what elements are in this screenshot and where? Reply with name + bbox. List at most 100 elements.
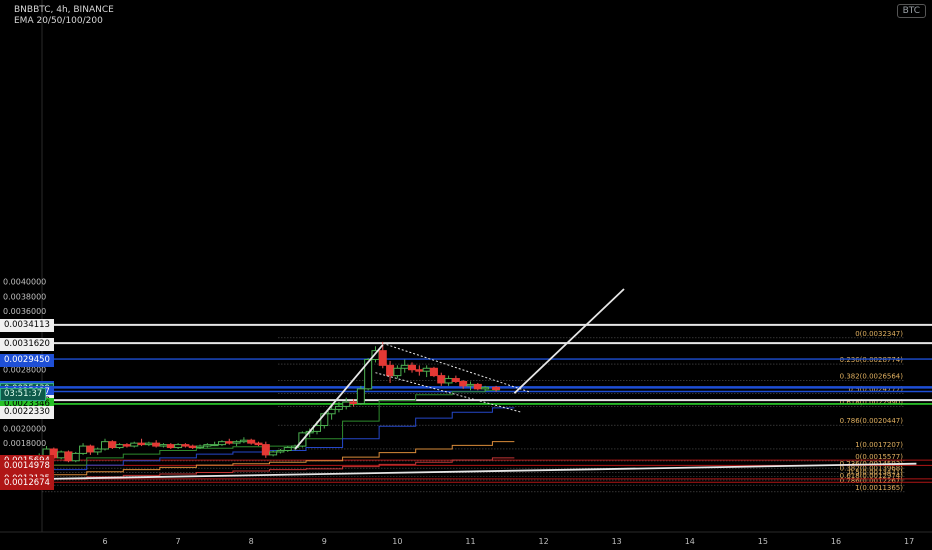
x-tick-label: 6 (102, 537, 107, 546)
candle-bear (459, 380, 468, 389)
fib-upper-label: 0.786(0.0020447) (840, 417, 904, 425)
channel-line (375, 372, 522, 413)
fib-upper-label: 0.382(0.0026564) (840, 372, 904, 380)
candle-body (203, 444, 212, 447)
symbol-button[interactable]: BTC (896, 4, 926, 18)
y-tick-label: 0.0038000 (3, 292, 46, 301)
candle-body (276, 449, 285, 453)
x-tick-label: 15 (758, 537, 768, 546)
candle-bear (247, 438, 256, 445)
candle-body (283, 447, 292, 451)
x-tick-label: 8 (249, 537, 254, 546)
candle-body (254, 442, 263, 446)
candle-body (400, 364, 409, 369)
candle-body (86, 445, 95, 453)
candle-bull (481, 385, 490, 392)
candle-body (144, 442, 153, 446)
candle-bear (108, 440, 117, 450)
candle-body (393, 367, 402, 377)
chart-header: BNBBTC, 4h, BINANCE EMA 20/50/100/200 (14, 5, 114, 27)
candle-bull (232, 440, 241, 447)
y-tick-label: 0.0018000 (3, 439, 46, 448)
price-tag: 0.0031620 (0, 337, 54, 351)
candle-body (342, 401, 351, 407)
fib-lower-label: 0.5(0.0013471) (849, 468, 904, 476)
candle-body (422, 367, 431, 372)
candle-body (137, 442, 146, 446)
y-tick-label: 0.0028000 (3, 366, 46, 375)
candle-body (459, 380, 468, 387)
candle-body (108, 441, 117, 449)
candle-body (174, 444, 183, 449)
candle-bull (210, 441, 219, 447)
candle-body (269, 451, 278, 456)
price-tag: 0.0029450 (0, 353, 54, 367)
price-tag: 0.0014978 (0, 459, 54, 473)
candle-body (349, 401, 358, 405)
candle-body (364, 358, 373, 390)
candle-bear (261, 441, 270, 458)
x-tick-label: 10 (392, 537, 402, 546)
x-tick-label: 12 (539, 537, 549, 546)
candle-body (444, 378, 453, 384)
trend-line (294, 344, 384, 450)
y-tick-label: 0.0036000 (3, 307, 46, 316)
candle-bull (269, 450, 278, 457)
candle-body (217, 441, 226, 446)
candle-bull (196, 444, 205, 450)
x-tick-label: 7 (176, 537, 181, 546)
candle-bear (492, 385, 501, 392)
ema-line (31, 441, 515, 479)
candle-body (232, 441, 241, 444)
candle-body (225, 441, 234, 444)
fib-upper-label: 0.5(0.0024777) (849, 385, 904, 393)
candle-body (159, 444, 168, 447)
candle-bear (473, 382, 482, 391)
candle-bear (64, 450, 73, 463)
candle-bull (342, 397, 351, 410)
candle-body (429, 367, 438, 377)
candle-body (492, 386, 501, 391)
candle-bull (283, 446, 292, 452)
candle-bull (327, 404, 336, 420)
candle-bear (254, 441, 263, 447)
candle-body (115, 444, 124, 449)
candle-body (356, 388, 365, 405)
candle-bull (334, 402, 343, 413)
candle-bear (408, 362, 417, 373)
candle-body (386, 364, 395, 377)
price-tag: 0.0022330 (0, 405, 54, 419)
candle-bull (393, 365, 402, 379)
candle-body (152, 442, 161, 447)
candle-body (71, 452, 80, 462)
fib-upper-label: 0.236(0.0028774) (840, 356, 904, 364)
x-tick-label: 13 (612, 537, 622, 546)
candle-body (93, 448, 102, 453)
candle-bull (356, 385, 365, 405)
candle-body (210, 444, 219, 447)
candle-body (261, 444, 270, 456)
candle-body (466, 383, 475, 387)
candle-body (239, 439, 248, 443)
chart-title: BNBBTC, 4h, BINANCE (14, 5, 114, 15)
price-tag: 0.0012674 (0, 476, 54, 490)
candle-bear (181, 443, 190, 448)
candle-body (57, 451, 66, 459)
candle-body (130, 442, 139, 447)
x-tick-label: 9 (322, 537, 327, 546)
candle-body (451, 378, 460, 382)
candle-bull (93, 447, 102, 455)
candle-body (481, 386, 490, 390)
candle-body (64, 451, 73, 462)
candle-body (291, 445, 300, 449)
candle-bear (429, 366, 438, 378)
candle-bear (451, 375, 460, 383)
x-tick-label: 16 (831, 537, 841, 546)
fib-lower-label: 0.382(0.0013968) (840, 465, 904, 473)
y-tick-label: 0.0020000 (3, 424, 46, 433)
candle-body (327, 408, 336, 415)
candle-body (122, 444, 131, 447)
x-tick-label: 11 (465, 537, 475, 546)
